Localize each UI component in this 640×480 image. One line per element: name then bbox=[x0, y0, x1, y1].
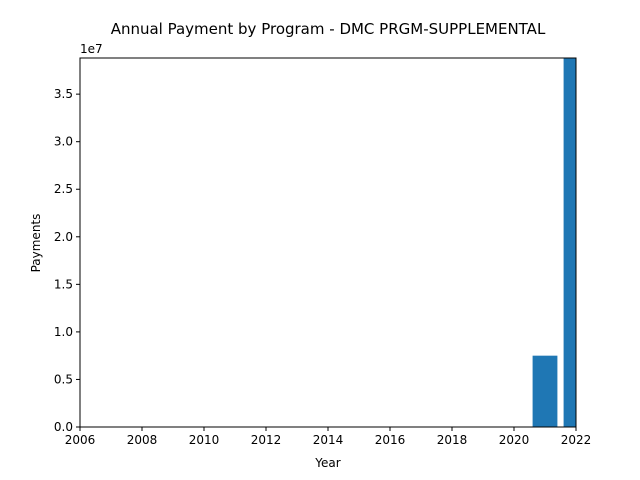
y-tick-label: 3.0 bbox=[54, 135, 73, 149]
x-tick-label: 2018 bbox=[437, 433, 468, 447]
x-axis-label: Year bbox=[314, 456, 340, 470]
x-tick-label: 2020 bbox=[499, 433, 530, 447]
y-offset-label: 1e7 bbox=[80, 42, 103, 56]
bar-2022 bbox=[563, 58, 576, 427]
chart-title: Annual Payment by Program - DMC PRGM-SUP… bbox=[111, 20, 546, 38]
y-tick-label: 0.0 bbox=[54, 420, 73, 434]
bars bbox=[532, 58, 576, 427]
x-tick-label: 2012 bbox=[251, 433, 282, 447]
y-tick-label: 2.0 bbox=[54, 230, 73, 244]
bar-2021 bbox=[532, 355, 558, 427]
y-tick-label: 1.0 bbox=[54, 325, 73, 339]
y-axis: 0.0 0.5 1.0 1.5 2.0 2.5 3.0 3.5 bbox=[54, 87, 80, 434]
y-axis-label: Payments bbox=[29, 214, 43, 273]
x-tick-label: 2022 bbox=[561, 433, 592, 447]
x-tick-label: 2014 bbox=[313, 433, 344, 447]
x-axis: 2006 2008 2010 2012 2014 2016 2018 2020 2022 bbox=[65, 427, 592, 447]
y-tick-label: 2.5 bbox=[54, 182, 73, 196]
y-tick-label: 3.5 bbox=[54, 87, 73, 101]
x-tick-label: 2006 bbox=[65, 433, 96, 447]
x-tick-label: 2008 bbox=[127, 433, 158, 447]
plot-area bbox=[79, 57, 577, 428]
x-tick-label: 2016 bbox=[375, 433, 406, 447]
x-tick-label: 2010 bbox=[189, 433, 220, 447]
y-tick-label: 1.5 bbox=[54, 277, 73, 291]
y-tick-label: 0.5 bbox=[54, 372, 73, 386]
